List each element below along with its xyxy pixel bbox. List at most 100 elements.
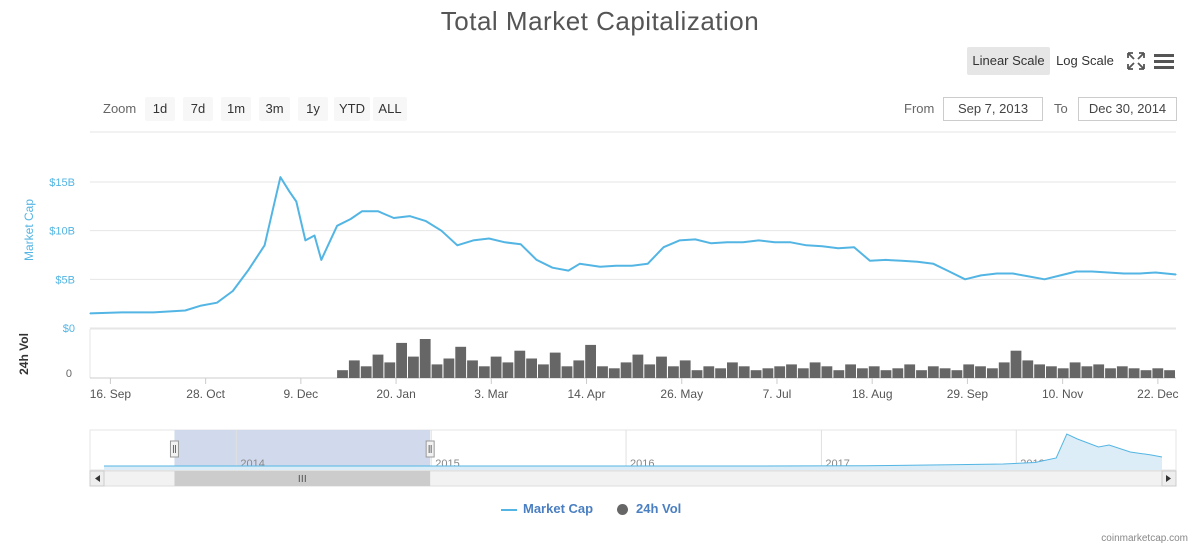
- volume-bar: [868, 366, 880, 378]
- volume-bar: [419, 339, 431, 378]
- from-label: From: [904, 101, 935, 116]
- market-cap-point: [615, 265, 617, 267]
- market-cap-point: [726, 241, 728, 243]
- credits-link[interactable]: coinmarketcap.com: [1101, 533, 1188, 544]
- grid-lines: [89, 131, 1176, 379]
- market-cap-point: [304, 239, 306, 241]
- volume-bar: [1093, 364, 1105, 378]
- navigator-tick-label: 2016: [630, 458, 654, 470]
- volume-axis-title: 24h Vol: [17, 333, 31, 375]
- to-date-input[interactable]: Dec 30, 2014: [1078, 97, 1177, 121]
- market-cap-point: [1075, 270, 1077, 273]
- zoom-1m-button[interactable]: 1m: [221, 97, 251, 121]
- navigator-scrollbar[interactable]: [89, 470, 1177, 487]
- market-cap-point: [350, 218, 352, 220]
- navigator-selection: [174, 430, 431, 470]
- market-cap-point: [599, 266, 601, 268]
- volume-bar: [1046, 366, 1057, 378]
- zoom-3m-button[interactable]: 3m: [259, 97, 290, 121]
- market-cap-point: [152, 311, 155, 313]
- scroll-left-button: [89, 470, 105, 487]
- log-scale-button[interactable]: Log Scale: [1056, 53, 1114, 68]
- zoom-all-button[interactable]: ALL: [373, 97, 407, 121]
- market-cap-point: [853, 246, 855, 248]
- market-cap-point: [710, 242, 712, 244]
- volume-bar: [1022, 360, 1034, 378]
- navigator-tick-label: 2018: [1020, 458, 1044, 470]
- volume-tick-label: 0: [66, 368, 72, 380]
- volume-bar: [372, 354, 384, 378]
- volume-bar: [502, 362, 514, 378]
- volume-bar: [620, 362, 632, 378]
- volume-bar: [1081, 366, 1093, 378]
- fullscreen-icon[interactable]: [1126, 51, 1146, 71]
- market-cap-point: [377, 210, 379, 212]
- legend-volume[interactable]: 24h Vol: [617, 501, 681, 516]
- market-cap-point: [361, 210, 363, 212]
- market-cap-point: [663, 246, 665, 248]
- volume-bar: [987, 368, 998, 379]
- linear-scale-button[interactable]: Linear Scale: [967, 47, 1050, 75]
- zoom-label: Zoom: [103, 101, 137, 116]
- volume-bar: [396, 342, 407, 378]
- market-cap-point: [980, 274, 982, 276]
- to-label: To: [1054, 101, 1068, 116]
- x-tick-label: 3. Mar: [474, 387, 508, 401]
- y-tick-label: $10B: [49, 226, 75, 238]
- market-cap-point: [1155, 271, 1157, 274]
- zoom-ytd-button[interactable]: YTD: [334, 97, 370, 121]
- volume-bar: [892, 368, 904, 379]
- y-tick-label: $5B: [55, 274, 75, 286]
- x-tick-label: 26. May: [660, 387, 703, 401]
- market-cap-point: [869, 260, 871, 262]
- handle-body: [425, 440, 435, 458]
- volume-bar: [963, 364, 975, 378]
- volume-bar: [467, 360, 478, 378]
- x-axis: 16. Sep 28. Oct 9. Dec 20. Jan 3. Mar 14. Apr…: [90, 378, 1179, 401]
- navigator-frame: [89, 429, 1177, 471]
- volume-bar: [632, 354, 644, 378]
- volume-bar: [1128, 368, 1140, 379]
- volume-bar: [916, 370, 927, 378]
- volume-bar: [939, 368, 951, 379]
- market-cap-point: [932, 263, 935, 265]
- market-cap-point: [790, 241, 792, 243]
- market-cap-point: [805, 244, 808, 246]
- volume-bar: [656, 356, 667, 379]
- volume-bar: [762, 368, 774, 379]
- volume-bar: [1057, 368, 1069, 379]
- market-cap-point: [1043, 278, 1046, 280]
- volume-bar: [797, 368, 809, 379]
- market-cap-point: [184, 309, 186, 312]
- navigator-tick-label: 2014: [240, 458, 264, 470]
- navigator[interactable]: 2014 2015 2016 2017 2018: [89, 429, 1177, 487]
- hamburger-menu-icon[interactable]: [1154, 51, 1174, 71]
- legend-market-cap-label: Market Cap: [523, 501, 594, 516]
- volume-bar: [880, 370, 892, 378]
- legend-market-cap[interactable]: Market Cap: [501, 501, 593, 516]
- market-cap-point: [885, 259, 887, 261]
- volume-bar: [538, 364, 549, 378]
- navigator-tick-label: 2015: [435, 458, 459, 470]
- volume-bar: [526, 358, 537, 378]
- navigator-area: [104, 434, 1162, 470]
- market-cap-point: [837, 247, 839, 249]
- from-date-input[interactable]: Sep 7, 2013: [943, 97, 1043, 121]
- market-cap-point: [631, 265, 633, 267]
- navigator-left-handle[interactable]: [169, 440, 179, 458]
- volume-bar: [951, 370, 963, 378]
- navigator-right-handle[interactable]: [425, 440, 435, 458]
- market-cap-layer: [89, 176, 1177, 315]
- market-cap-point: [520, 243, 522, 245]
- zoom-1y-button[interactable]: 1y: [298, 97, 328, 121]
- market-cap-point: [678, 239, 681, 241]
- market-cap-point: [409, 215, 411, 217]
- market-cap-point: [472, 239, 474, 241]
- y-tick-label: $15B: [49, 177, 75, 189]
- zoom-7d-button[interactable]: 7d: [183, 97, 213, 121]
- volume-bar: [360, 366, 372, 378]
- zoom-1d-button[interactable]: 1d: [145, 97, 175, 121]
- market-cap-point: [758, 239, 760, 241]
- market-cap-point: [279, 176, 281, 178]
- volume-bar: [786, 364, 797, 378]
